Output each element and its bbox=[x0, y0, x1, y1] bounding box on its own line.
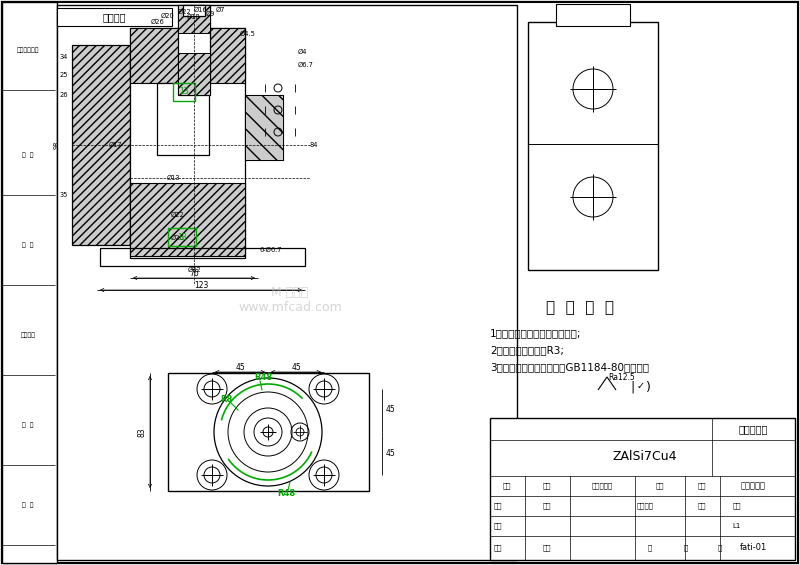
Text: Ø20: Ø20 bbox=[161, 13, 175, 19]
Text: 总装配图: 总装配图 bbox=[102, 12, 126, 22]
Text: 描图: 描图 bbox=[542, 503, 551, 509]
Text: 处数: 处数 bbox=[542, 483, 551, 489]
Text: Ø16: Ø16 bbox=[193, 7, 207, 13]
Bar bbox=[528, 22, 658, 270]
Text: fati-01: fati-01 bbox=[739, 544, 766, 553]
Text: R48: R48 bbox=[277, 489, 295, 498]
Text: 量  图: 量 图 bbox=[22, 152, 34, 158]
Text: 共: 共 bbox=[718, 545, 722, 551]
Text: 83: 83 bbox=[138, 427, 146, 437]
Text: M 沐风网
www.mfcad.com: M 沐风网 www.mfcad.com bbox=[238, 286, 342, 314]
Text: 6-Ø6.7: 6-Ø6.7 bbox=[260, 247, 282, 253]
Text: 设计: 设计 bbox=[494, 503, 502, 509]
Text: Ø26: Ø26 bbox=[171, 235, 185, 241]
Bar bbox=[130, 28, 245, 83]
Text: 阀体零件图: 阀体零件图 bbox=[738, 424, 768, 434]
Text: 阀体零件图: 阀体零件图 bbox=[741, 481, 766, 490]
Text: 日  期: 日 期 bbox=[22, 502, 34, 508]
Bar bbox=[556, 4, 630, 26]
Bar bbox=[173, 83, 195, 101]
Text: L1: L1 bbox=[733, 523, 741, 529]
Text: |: | bbox=[631, 380, 635, 393]
Bar bbox=[178, 5, 210, 95]
Text: Ø26: Ø26 bbox=[151, 19, 165, 25]
Bar bbox=[178, 5, 210, 33]
Text: 45: 45 bbox=[235, 363, 245, 372]
Text: Ø4.5: Ø4.5 bbox=[240, 31, 256, 37]
Text: 34: 34 bbox=[60, 54, 68, 60]
Text: 26: 26 bbox=[59, 92, 68, 98]
Text: 45: 45 bbox=[386, 450, 396, 459]
Bar bbox=[245, 95, 283, 160]
Bar bbox=[178, 53, 210, 95]
Text: R8: R8 bbox=[220, 396, 232, 405]
Text: Ø17: Ø17 bbox=[108, 142, 122, 148]
Text: 2、未注明圆角均为R3;: 2、未注明圆角均为R3; bbox=[490, 345, 564, 355]
Bar bbox=[2, 2, 57, 563]
Text: 日期: 日期 bbox=[698, 483, 706, 489]
Text: 35: 35 bbox=[60, 192, 68, 198]
Bar bbox=[183, 5, 205, 16]
Text: 13: 13 bbox=[179, 88, 189, 97]
Text: 1、零件加工表面上不应有划痕;: 1、零件加工表面上不应有划痕; bbox=[490, 328, 582, 338]
Bar bbox=[168, 228, 196, 246]
Text: 98: 98 bbox=[54, 141, 60, 149]
Bar bbox=[130, 183, 245, 256]
Bar bbox=[130, 28, 245, 258]
Text: Ø6.7: Ø6.7 bbox=[298, 62, 314, 68]
Text: R48: R48 bbox=[254, 372, 272, 381]
Bar bbox=[490, 418, 795, 560]
Text: 数量: 数量 bbox=[698, 503, 706, 509]
Text: Ø22: Ø22 bbox=[171, 212, 185, 218]
Text: Ø18: Ø18 bbox=[186, 14, 200, 20]
Text: 技  术  要  求: 技 术 要 求 bbox=[546, 301, 614, 315]
Text: 比例: 比例 bbox=[733, 503, 742, 509]
Text: ): ) bbox=[646, 380, 650, 393]
Text: 工艺: 工艺 bbox=[494, 545, 502, 551]
Text: Ø4: Ø4 bbox=[298, 49, 307, 55]
Text: Ø7: Ø7 bbox=[215, 7, 225, 13]
Text: Ø13: Ø13 bbox=[166, 175, 180, 181]
Text: 45: 45 bbox=[291, 363, 301, 372]
Bar bbox=[72, 45, 130, 245]
Text: 日期: 日期 bbox=[542, 545, 551, 551]
Text: 3、未注明形状公差应符合GB1184-80的要求。: 3、未注明形状公差应符合GB1184-80的要求。 bbox=[490, 362, 649, 372]
Text: 13: 13 bbox=[177, 233, 187, 241]
Text: ZAlSi7Cu4: ZAlSi7Cu4 bbox=[613, 450, 678, 463]
Text: 校对: 校对 bbox=[494, 523, 502, 529]
Text: Ø9: Ø9 bbox=[206, 11, 214, 17]
Text: Ra12.5: Ra12.5 bbox=[608, 372, 634, 381]
Text: 校  稿: 校 稿 bbox=[22, 242, 34, 248]
Text: 签  字: 签 字 bbox=[22, 422, 34, 428]
Text: Ø22: Ø22 bbox=[178, 9, 192, 15]
Text: 木: 木 bbox=[648, 545, 652, 551]
Text: 76: 76 bbox=[189, 270, 199, 279]
Text: 标记: 标记 bbox=[502, 483, 511, 489]
Bar bbox=[157, 83, 209, 155]
Text: 归档图号: 归档图号 bbox=[21, 332, 35, 338]
Bar bbox=[57, 5, 517, 560]
Text: 页: 页 bbox=[684, 545, 688, 551]
Text: 签字: 签字 bbox=[656, 483, 664, 489]
Text: Ø32: Ø32 bbox=[187, 267, 201, 273]
Bar bbox=[100, 248, 305, 266]
Text: 日审查记: 日审查记 bbox=[637, 503, 654, 509]
Text: 84: 84 bbox=[310, 142, 318, 148]
Text: 25: 25 bbox=[59, 72, 68, 78]
Bar bbox=[168, 373, 369, 491]
Text: 标准用料重记: 标准用料重记 bbox=[17, 47, 39, 53]
Bar bbox=[57, 8, 172, 26]
Text: 更改文件号: 更改文件号 bbox=[591, 483, 613, 489]
Text: 123: 123 bbox=[194, 281, 208, 290]
Text: $\checkmark$: $\checkmark$ bbox=[636, 380, 644, 390]
Text: 45: 45 bbox=[386, 406, 396, 415]
Bar bbox=[245, 95, 283, 160]
